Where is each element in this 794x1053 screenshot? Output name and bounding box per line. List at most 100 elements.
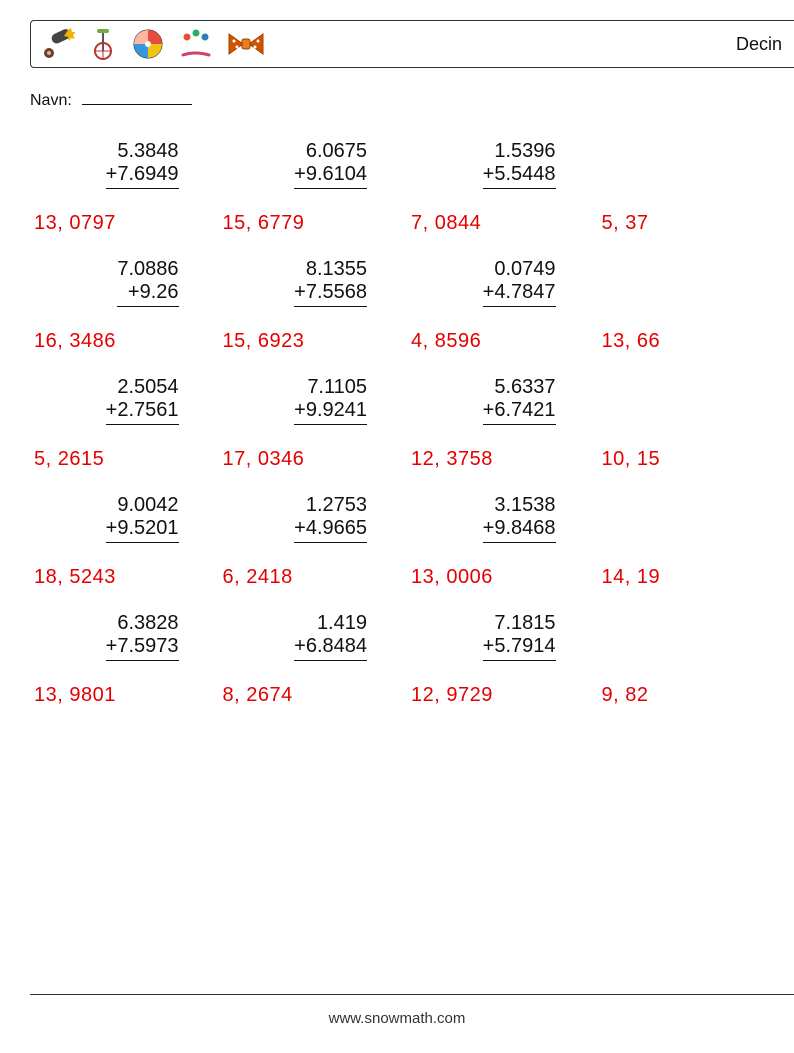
problem-cell: 1.5396+5.54487, 0844 [417,140,606,258]
juggling-icon [179,29,213,59]
operand-a: 2.5054 [106,376,179,399]
operand-b: +7.5973 [106,635,179,658]
problem-cell: 7.0886+9.2616, 3486 [40,258,229,376]
operand-a: 7.1105 [294,376,367,399]
problem-stack: 3.1538+9.8468 [483,494,556,543]
problem-cell: 1.419+6.8484 8, 2674 [229,612,418,730]
operand-b: +7.6949 [106,163,179,186]
problem-cell: 7.1815+5.791412, 9729 [417,612,606,730]
problem-row: 5.3848+7.694913, 07976.0675+9.610415, 67… [40,140,794,258]
sum-line [483,306,556,307]
sum-line [294,542,367,543]
answer-value: 5, 37 [602,212,649,235]
answer-value: 7, 0844 [411,212,481,235]
operand-b: +4.7847 [483,281,556,304]
header-icons [41,27,265,61]
problem-cell: 13, 66 [606,258,794,376]
sum-line [294,306,367,307]
answer-value: 16, 3486 [34,330,116,353]
problem-stack: 8.1355+7.5568 [294,258,367,307]
answer-value: 13, 66 [602,330,661,353]
problem-cell: 10, 15 [606,376,794,494]
operand-a: 1.5396 [483,140,556,163]
answer-value: 12, 9729 [411,684,493,707]
footer-text: www.snowmath.com [0,1010,794,1027]
operand-a: 7.0886 [117,258,178,281]
name-row: Navn: [30,92,192,110]
answer-value: 18, 5243 [34,566,116,589]
problem-stack: 7.1105+9.9241 [294,376,367,425]
problem-stack: 7.0886+9.26 [117,258,178,307]
sum-line [117,306,178,307]
operand-a: 9.0042 [106,494,179,517]
sum-line [483,188,556,189]
operand-b: +9.5201 [106,517,179,540]
answer-value: 15, 6923 [223,330,305,353]
problem-stack: 5.3848+7.6949 [106,140,179,189]
problem-stack: 1.5396+5.5448 [483,140,556,189]
operand-a: 5.3848 [106,140,179,163]
operand-a: 0.0749 [483,258,556,281]
operand-a: 7.1815 [483,612,556,635]
sum-line [483,542,556,543]
operand-a: 8.1355 [294,258,367,281]
operand-b: +9.9241 [294,399,367,422]
answer-value: 12, 3758 [411,448,493,471]
operand-b: +9.6104 [294,163,367,186]
problem-cell: 9.0042+9.520118, 5243 [40,494,229,612]
answer-value: 13, 9801 [34,684,116,707]
problem-cell: 5, 37 [606,140,794,258]
problem-cell: 2.5054+2.7561 5, 2615 [40,376,229,494]
unicycle-icon [89,27,117,61]
answer-value: 5, 2615 [34,448,104,471]
problem-stack: 0.0749+4.7847 [483,258,556,307]
footer-divider [30,994,794,995]
problem-stack: 6.3828+7.5973 [106,612,179,661]
problem-cell: 14, 19 [606,494,794,612]
operand-b: +2.7561 [106,399,179,422]
cannon-icon [41,27,75,61]
problems-grid: 5.3848+7.694913, 07976.0675+9.610415, 67… [40,140,794,730]
operand-b: +9.8468 [483,517,556,540]
operand-b: +6.7421 [483,399,556,422]
name-input-line[interactable] [82,104,192,105]
problem-cell: 9, 82 [606,612,794,730]
problem-cell: 7.1105+9.924117, 0346 [229,376,418,494]
operand-b: +4.9665 [294,517,367,540]
problem-stack: 1.419+6.8484 [294,612,367,661]
problem-stack: 6.0675+9.6104 [294,140,367,189]
operand-a: 3.1538 [483,494,556,517]
answer-value: 15, 6779 [223,212,305,235]
sum-line [106,188,179,189]
answer-value: 10, 15 [602,448,661,471]
worksheet-page: Decin Navn: 5.3848+7.694913, 07976.0675+… [0,0,794,1053]
sum-line [483,660,556,661]
problem-cell: 0.0749+4.78474, 8596 [417,258,606,376]
problem-cell: 6.0675+9.610415, 6779 [229,140,418,258]
answer-value: 8, 2674 [223,684,293,707]
sum-line [106,542,179,543]
problem-stack: 9.0042+9.5201 [106,494,179,543]
problem-row: 2.5054+2.7561 5, 26157.1105+9.924117, 03… [40,376,794,494]
beachball-icon [131,27,165,61]
answer-value: 6, 2418 [223,566,293,589]
sum-line [483,424,556,425]
answer-value: 4, 8596 [411,330,481,353]
sum-line [106,424,179,425]
header-right-text: Decin [736,34,782,55]
operand-b: +5.5448 [483,163,556,186]
problem-row: 6.3828+7.597313, 98011.419+6.8484 8, 267… [40,612,794,730]
answer-value: 14, 19 [602,566,661,589]
operand-b: +5.7914 [483,635,556,658]
operand-b: +6.8484 [294,635,367,658]
problem-stack: 1.2753+4.9665 [294,494,367,543]
problem-cell: 5.3848+7.694913, 0797 [40,140,229,258]
operand-a: 1.419 [294,612,367,635]
problem-stack: 2.5054+2.7561 [106,376,179,425]
problem-cell: 5.6337+6.742112, 3758 [417,376,606,494]
answer-value: 13, 0006 [411,566,493,589]
answer-value: 13, 0797 [34,212,116,235]
operand-a: 5.6337 [483,376,556,399]
operand-a: 6.3828 [106,612,179,635]
sum-line [294,660,367,661]
